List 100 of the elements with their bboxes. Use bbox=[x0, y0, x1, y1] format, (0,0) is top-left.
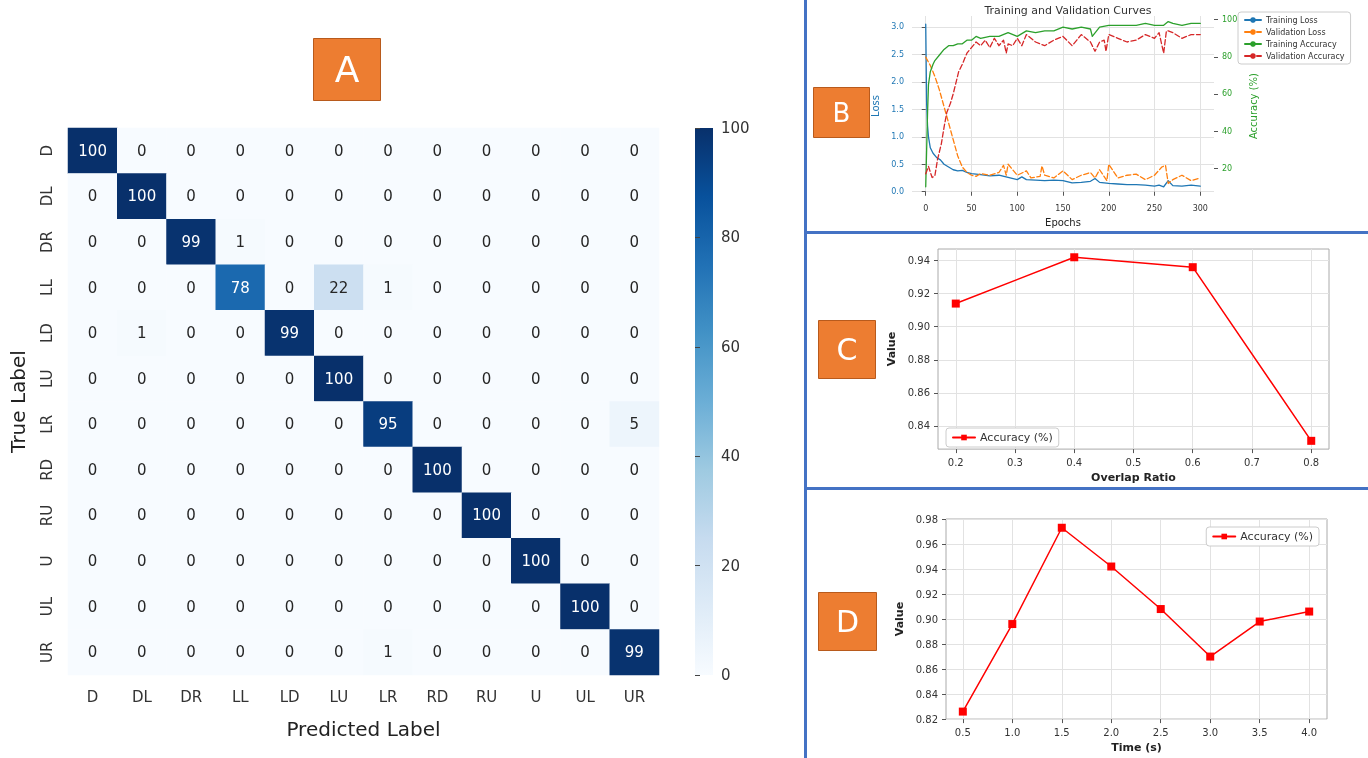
y-tick-label: 0.88 bbox=[915, 638, 938, 650]
data-label: 0 bbox=[284, 141, 295, 160]
x-tick-label: 1.5 bbox=[1053, 726, 1070, 738]
data-label: 1 bbox=[383, 278, 393, 297]
data-label: 0 bbox=[235, 415, 246, 434]
data-label: 0 bbox=[481, 415, 492, 434]
x-tick-label: DR bbox=[180, 687, 203, 706]
x-tick-label: LR bbox=[378, 687, 398, 706]
color-bar-label: 0 bbox=[721, 666, 731, 684]
x-tick-label: 4.0 bbox=[1301, 726, 1318, 738]
data-label: 0 bbox=[629, 324, 640, 343]
y-tick-label: 0.92 bbox=[915, 588, 938, 600]
y2-tick-label: 100 bbox=[1222, 15, 1238, 25]
x-axis-title: Epochs bbox=[1045, 216, 1081, 228]
y2-tick-label: 60 bbox=[1222, 89, 1233, 99]
data-label: 0 bbox=[186, 597, 196, 616]
y-tick-label: 0.94 bbox=[915, 563, 938, 575]
data-label: 0 bbox=[580, 141, 590, 160]
data-label: 0 bbox=[481, 324, 492, 343]
y-tick-label: D bbox=[37, 145, 56, 157]
x-tick-label: RD bbox=[426, 687, 449, 706]
data-label: 0 bbox=[629, 232, 640, 251]
data-label: 0 bbox=[531, 141, 541, 160]
x-tick-label: D bbox=[86, 687, 99, 706]
x-tick-label: 3.5 bbox=[1251, 726, 1268, 738]
data-label: 0 bbox=[383, 552, 393, 571]
x-tick-label: RU bbox=[475, 687, 498, 706]
x-tick-label: 0.2 bbox=[947, 456, 964, 468]
data-label: 0 bbox=[629, 597, 640, 616]
data-label: 0 bbox=[629, 141, 640, 160]
legend-label: Accuracy (%) bbox=[1240, 530, 1314, 543]
y2-tick-label: 40 bbox=[1222, 126, 1233, 136]
y2-axis-title: Accuracy (%) bbox=[1247, 72, 1259, 140]
legend-label: Training Loss bbox=[1265, 15, 1318, 25]
y-tick-label: 1.0 bbox=[891, 132, 904, 142]
data-label: 0 bbox=[531, 324, 541, 343]
data-label: 78 bbox=[230, 278, 250, 297]
point bbox=[1107, 562, 1116, 571]
y-tick-label: 0.84 bbox=[907, 420, 930, 432]
data-label: 0 bbox=[629, 278, 640, 297]
y-tick-label: 1.5 bbox=[891, 104, 904, 114]
text: D bbox=[835, 604, 860, 639]
data-label: 0 bbox=[186, 415, 196, 434]
legend-label: Accuracy (%) bbox=[980, 431, 1053, 444]
data-label: 0 bbox=[531, 278, 541, 297]
text: B bbox=[832, 97, 851, 128]
y-tick-label: U bbox=[37, 555, 56, 567]
color-bar-label: 60 bbox=[721, 337, 741, 356]
data-label: 0 bbox=[629, 369, 640, 388]
data-label: 0 bbox=[432, 141, 443, 160]
x-tick-label: LD bbox=[279, 687, 300, 706]
data-label: 0 bbox=[383, 324, 393, 343]
data-label: 100 bbox=[472, 506, 501, 525]
x-tick-label: 2.0 bbox=[1103, 726, 1120, 738]
x-tick-label: LL bbox=[232, 687, 250, 706]
point bbox=[951, 299, 960, 308]
y-tick-label: 0.88 bbox=[907, 354, 930, 366]
data-label: 0 bbox=[531, 369, 541, 388]
y-tick-label: 0.96 bbox=[915, 538, 938, 550]
data-label: 0 bbox=[580, 232, 590, 251]
point bbox=[1057, 523, 1066, 532]
data-label: 0 bbox=[137, 232, 147, 251]
x-tick-label: 3.0 bbox=[1202, 726, 1219, 738]
data-label: 0 bbox=[235, 597, 246, 616]
data-label: 0 bbox=[432, 506, 443, 525]
point bbox=[1305, 607, 1314, 616]
point bbox=[1070, 253, 1079, 262]
y-tick-label: UR bbox=[37, 641, 56, 663]
data-label: 0 bbox=[481, 369, 492, 388]
y-tick-label: 0.90 bbox=[915, 613, 938, 625]
data-label: 0 bbox=[284, 552, 295, 571]
data-label: 0 bbox=[481, 643, 492, 662]
data-label: 100 bbox=[324, 369, 354, 388]
data-label: 0 bbox=[186, 643, 196, 662]
data-label: 0 bbox=[580, 324, 590, 343]
point bbox=[958, 707, 967, 716]
data-label: 0 bbox=[284, 278, 295, 297]
data-label: 0 bbox=[432, 597, 443, 616]
data-label: 0 bbox=[580, 369, 590, 388]
x-tick-label: 0.4 bbox=[1066, 456, 1083, 468]
text: A bbox=[334, 49, 360, 90]
x-tick-label: 50 bbox=[966, 203, 977, 213]
data-label: 5 bbox=[629, 415, 640, 434]
y-tick-label: 0.86 bbox=[915, 663, 938, 675]
data-label: 0 bbox=[186, 278, 196, 297]
data-label: 0 bbox=[481, 278, 492, 297]
data-label: 0 bbox=[481, 552, 492, 571]
data-label: 0 bbox=[531, 415, 541, 434]
data-label: 100 bbox=[521, 552, 551, 571]
data-label: 0 bbox=[284, 369, 295, 388]
color-bar-label: 100 bbox=[721, 119, 750, 137]
data-label: 0 bbox=[432, 278, 443, 297]
data-label: 0 bbox=[383, 232, 393, 251]
data-label: 0 bbox=[235, 643, 246, 662]
data-label: 0 bbox=[284, 597, 295, 616]
y-tick-label: 0.92 bbox=[907, 288, 930, 300]
data-label: 0 bbox=[481, 232, 492, 251]
data-label: 0 bbox=[629, 506, 640, 525]
data-label: 0 bbox=[87, 552, 98, 571]
data-label: 0 bbox=[137, 643, 147, 662]
